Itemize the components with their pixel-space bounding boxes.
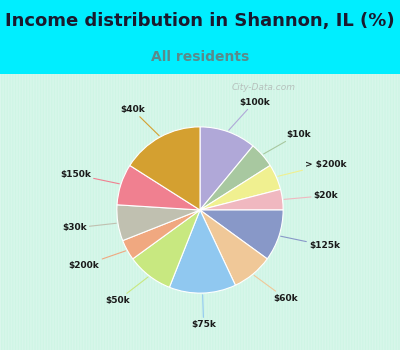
Text: $125k: $125k — [281, 236, 340, 250]
Text: $10k: $10k — [264, 130, 311, 154]
Text: All residents: All residents — [151, 50, 249, 64]
Wedge shape — [200, 189, 283, 210]
Text: $200k: $200k — [69, 251, 126, 270]
Wedge shape — [169, 210, 235, 293]
Wedge shape — [200, 146, 270, 210]
Text: $20k: $20k — [284, 191, 338, 200]
Text: $150k: $150k — [60, 170, 119, 184]
Text: > $200k: > $200k — [278, 160, 347, 176]
Wedge shape — [117, 205, 200, 240]
Text: $100k: $100k — [229, 98, 270, 130]
Wedge shape — [130, 127, 200, 210]
Wedge shape — [200, 210, 267, 285]
Text: $75k: $75k — [191, 295, 216, 329]
Text: Income distribution in Shannon, IL (%): Income distribution in Shannon, IL (%) — [5, 12, 395, 30]
Wedge shape — [200, 166, 280, 210]
Wedge shape — [133, 210, 200, 287]
Wedge shape — [123, 210, 200, 259]
Text: City-Data.com: City-Data.com — [232, 83, 296, 92]
Text: $30k: $30k — [62, 223, 116, 232]
Text: $60k: $60k — [254, 275, 298, 303]
Text: $40k: $40k — [120, 105, 159, 136]
Wedge shape — [200, 210, 283, 259]
Wedge shape — [117, 166, 200, 210]
Text: $50k: $50k — [105, 277, 148, 305]
Wedge shape — [200, 127, 253, 210]
